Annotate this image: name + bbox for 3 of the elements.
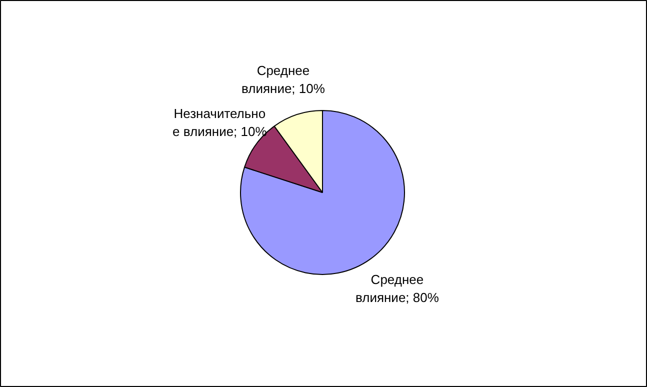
slice-label: Среднее влияние; 80%	[356, 272, 440, 306]
slice-label: Среднее влияние; 10%	[242, 62, 326, 96]
slice-label: Незначительное влияние; 10%	[172, 106, 268, 140]
